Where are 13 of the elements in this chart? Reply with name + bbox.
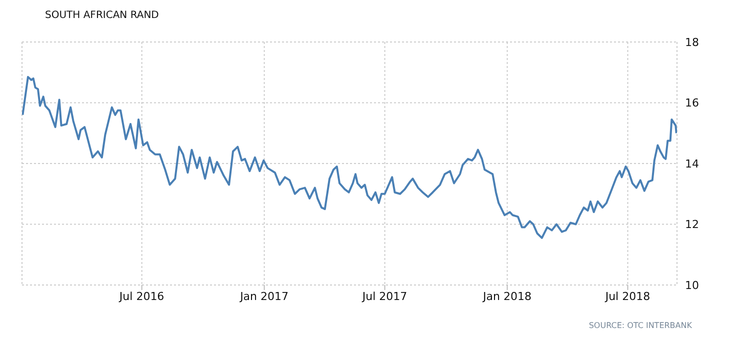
x-tick-label: Jul 2016 [118,290,164,303]
x-tick-label: Jan 2018 [482,290,532,303]
y-tick-label: 14 [685,157,699,170]
y-tick-label: 18 [685,36,699,49]
x-tick-label: Jan 2017 [239,290,289,303]
x-tick-label: Jul 2017 [361,290,408,303]
y-tick-label: 12 [685,218,699,232]
x-tick-label: Jul 2018 [604,290,650,303]
y-tick-label: 10 [685,278,699,292]
y-tick-label: 16 [685,96,699,110]
chart-title: SOUTH AFRICAN RAND [45,10,159,21]
line-series [22,76,677,239]
source-note: SOURCE: OTC INTERBANK [588,321,692,330]
